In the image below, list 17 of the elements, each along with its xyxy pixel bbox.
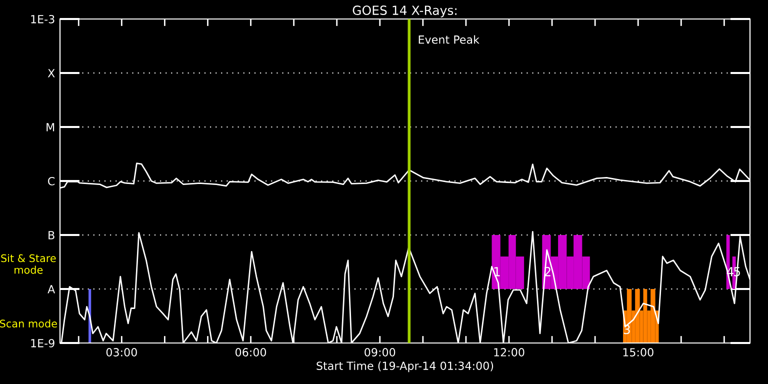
y-tick-label: M: [46, 123, 54, 132]
text: Sit & Stare mode: [1, 254, 56, 274]
x-tick-label: 06:00: [236, 348, 266, 356]
y-tick-label: 1E-9: [31, 338, 54, 348]
x-tick-label: 09:00: [364, 348, 396, 356]
x-tick-label: 03:00: [106, 348, 137, 356]
chart-title: GOES 14 X-Rays:: [352, 6, 456, 18]
x-tick-label: 15:00: [623, 348, 654, 356]
text: Scan mode: [0, 319, 57, 328]
y-tick-label: B: [48, 231, 54, 240]
y-tick-label: 1E-3: [31, 14, 54, 24]
y-tick-label: A: [48, 285, 56, 294]
x-tick-label: 12:00: [494, 348, 524, 356]
y-tick-label: X: [48, 69, 55, 78]
ref-line-label: Event Peak: [418, 35, 480, 44]
y-tick-label: C: [48, 176, 55, 186]
x-axis-title: Start Time (19-Apr-14 01:34:00): [316, 361, 494, 372]
